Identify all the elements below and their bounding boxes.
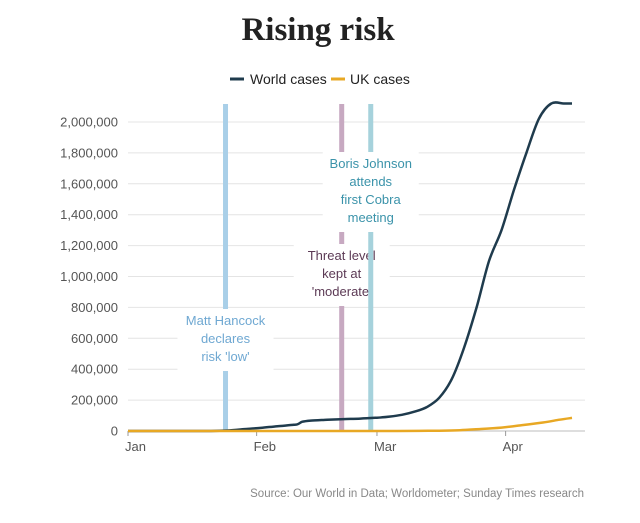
event-label: first Cobra [341,192,402,207]
y-tick-label: 0 [111,424,118,439]
series-line-uk-cases [128,416,573,433]
y-tick-label: 1,600,000 [60,176,118,191]
y-tick-label: 1,000,000 [60,269,118,284]
event-label: meeting [348,210,394,225]
event-label: Matt Hancock [186,313,266,328]
x-tick-label: Jan [125,439,146,454]
y-tick-label: 2,000,000 [60,115,118,130]
y-axis: 0 200,000 400,000 600,000 800,000 1,000,000 1,… [60,115,585,439]
series-line-world-cases [128,101,572,433]
y-tick-label: 600,000 [71,331,118,346]
y-tick-label: 400,000 [71,362,118,377]
event-label: kept at [322,266,361,281]
y-tick-label: 800,000 [71,300,118,315]
event-label-bg [322,152,419,232]
y-tick-label: 200,000 [71,393,118,408]
event-label-bg [293,244,390,306]
chart-title: Rising risk [241,12,395,48]
event-label: Boris Johnson [330,156,412,171]
event-annotations: Matt Hancock declares risk 'low' Threat lev… [177,104,419,431]
event-label: 'moderate' [312,284,372,299]
source-note: Source: Our World in Data; Worldometer; … [250,488,584,500]
x-tick-label: Mar [374,439,397,454]
legend-label-uk: UK cases [350,71,410,87]
x-axis: Jan Feb Mar Apr [125,431,524,454]
y-tick-label: 1,400,000 [60,207,118,222]
event-label-bg [177,309,274,371]
legend: World cases UK cases [230,71,410,87]
event-label: declares [201,331,251,346]
y-tick-label: 1,800,000 [60,145,118,160]
event-label: risk 'low' [201,349,249,364]
legend-label-world: World cases [250,71,327,87]
y-tick-label: 1,200,000 [60,238,118,253]
event-label: Threat level [308,248,376,263]
series-lines [128,101,573,433]
x-tick-label: Feb [254,439,276,454]
event-label: attends [349,174,392,189]
x-tick-label: Apr [503,439,524,454]
